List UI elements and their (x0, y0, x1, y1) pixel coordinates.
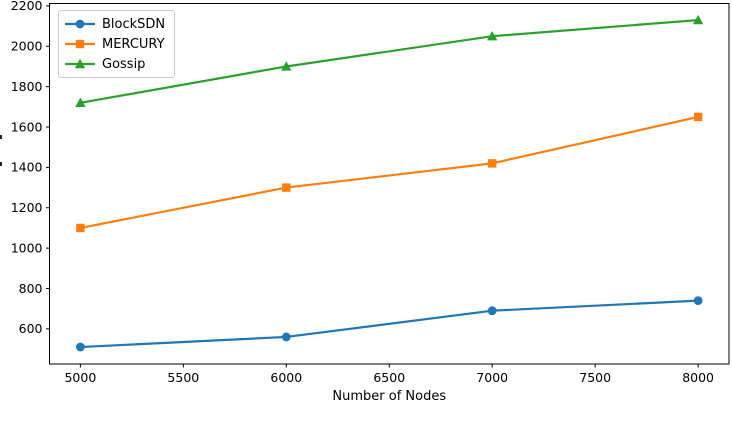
axes-spines (49, 3, 730, 365)
y-tick-label: 2200 (11, 0, 43, 13)
legend-label: BlockSDN (102, 16, 166, 32)
data-point-marker (487, 30, 498, 41)
data-point-marker (692, 14, 704, 25)
x-tick-label: 6000 (270, 370, 302, 385)
y-tick-label: 1600 (11, 119, 43, 134)
x-tick-label: 5500 (167, 370, 199, 385)
y-tick-label: 1200 (11, 200, 43, 215)
series-line-blocksdn (79, 299, 700, 349)
x-tick-label: 7500 (579, 370, 611, 385)
x-tick-label: 6500 (373, 370, 405, 385)
legend-item: Gossip (64, 54, 165, 74)
series-line-mercury (79, 115, 700, 230)
data-point-marker (74, 58, 86, 69)
data-point-marker (76, 223, 85, 233)
legend-label: MERCURY (102, 36, 165, 52)
series-line-gossip (79, 18, 700, 104)
x-tick-label: 7000 (476, 370, 508, 385)
data-point-marker (75, 97, 86, 108)
y-tick-label: 600 (19, 321, 43, 336)
y-tick-label: 1000 (11, 240, 43, 255)
data-point-marker (281, 332, 291, 342)
data-point-marker (75, 19, 85, 29)
x-tick-label: 8000 (682, 370, 714, 385)
legend: BlockSDN MERCURY Gossip (58, 10, 176, 78)
data-point-marker (75, 39, 85, 49)
y-tick-label: 1800 (11, 79, 43, 94)
data-point-marker (693, 296, 703, 306)
x-tick-label: 5000 (64, 370, 96, 385)
legend-label: Gossip (102, 56, 146, 72)
y-tick-label: 2000 (11, 39, 43, 54)
legend-sample-circle-icon (65, 19, 95, 29)
y-tick-label: 800 (19, 281, 43, 296)
y-tick-label: 1400 (11, 160, 43, 175)
data-point-marker (693, 112, 703, 122)
y-axis-label-cropped-fragment (0, 135, 2, 139)
data-point-marker (488, 159, 497, 168)
legend-sample-triangle-up-icon (65, 58, 95, 69)
x-axis-label: Number of Nodes (332, 389, 446, 404)
legend-sample-square-icon (65, 39, 95, 49)
legend-item: BlockSDN (64, 14, 165, 34)
data-point-marker (75, 342, 85, 352)
y-axis-label-cropped-fragment (0, 162, 2, 166)
data-point-marker (282, 183, 291, 192)
legend-item: MERCURY (64, 34, 165, 54)
data-point-marker (487, 306, 497, 316)
data-point-marker (281, 61, 292, 71)
